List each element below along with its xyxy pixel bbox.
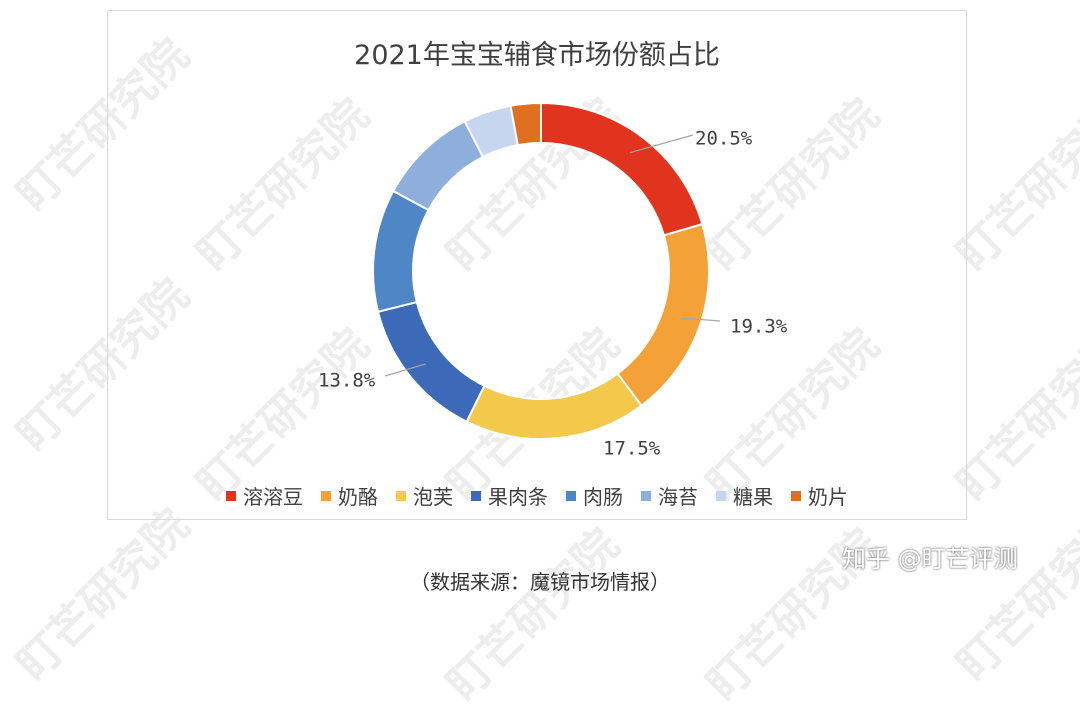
donut-slice-4 — [372, 189, 430, 313]
legend-item: 肉肠 — [566, 481, 623, 510]
legend-item: 海苔 — [641, 481, 698, 510]
legend-item: 奶酪 — [321, 481, 378, 510]
watermark-text: 盯芒研究院 — [437, 519, 629, 711]
donut-chart: 20.5% 19.3% 17.5% 13.8% — [318, 101, 788, 460]
legend-label: 海苔 — [658, 485, 698, 509]
legend-swatch — [226, 490, 236, 501]
donut-slice-2 — [465, 372, 643, 440]
legend-item: 糖果 — [716, 481, 773, 510]
legend-label: 奶酪 — [338, 485, 378, 509]
legend-item: 奶片 — [791, 481, 848, 510]
legend-swatch — [321, 490, 331, 501]
leader-line-0 — [629, 134, 694, 154]
donut-slice-5 — [391, 119, 485, 212]
donut-slice-7 — [509, 101, 542, 147]
donut-slice-1 — [616, 222, 710, 408]
legend-label: 溶溶豆 — [243, 485, 303, 509]
legend-label: 肉肠 — [583, 485, 623, 509]
legend-label: 泡芙 — [413, 485, 453, 509]
donut-slice-0 — [540, 101, 704, 237]
legend-item: 溶溶豆 — [226, 481, 303, 510]
brand-watermark: 知乎 @盯芒评测 — [842, 545, 1018, 573]
legend-swatch — [641, 490, 651, 501]
leader-line-1 — [681, 317, 721, 322]
legend-swatch — [716, 490, 726, 501]
legend-label: 糖果 — [733, 485, 773, 509]
legend: 溶溶豆 奶酪 泡芙 果肉条 肉肠 海苔 糖果 奶片 — [108, 481, 966, 510]
data-label-3: 13.8% — [318, 370, 376, 392]
chart-frame: 2021年宝宝辅食市场份额占比 20.5% 19.3% 17.5% 13.8% 溶溶豆… — [107, 10, 967, 520]
data-label-2: 17.5% — [603, 438, 661, 460]
source-note: （数据来源：魔镜市场情报） — [410, 570, 670, 594]
legend-swatch — [566, 490, 576, 501]
chart-title: 2021年宝宝辅食市场份额占比 — [354, 40, 720, 71]
legend-swatch — [471, 490, 481, 501]
data-label-0: 20.5% — [695, 128, 753, 150]
legend-swatch — [791, 490, 801, 501]
legend-item: 泡芙 — [396, 481, 453, 510]
legend-label: 奶片 — [808, 485, 848, 509]
legend-swatch — [396, 490, 406, 501]
donut-slice-3 — [376, 300, 486, 423]
legend-item: 果肉条 — [471, 481, 548, 510]
legend-label: 果肉条 — [488, 485, 548, 509]
data-label-1: 19.3% — [730, 316, 788, 338]
leader-line-3 — [384, 363, 426, 377]
